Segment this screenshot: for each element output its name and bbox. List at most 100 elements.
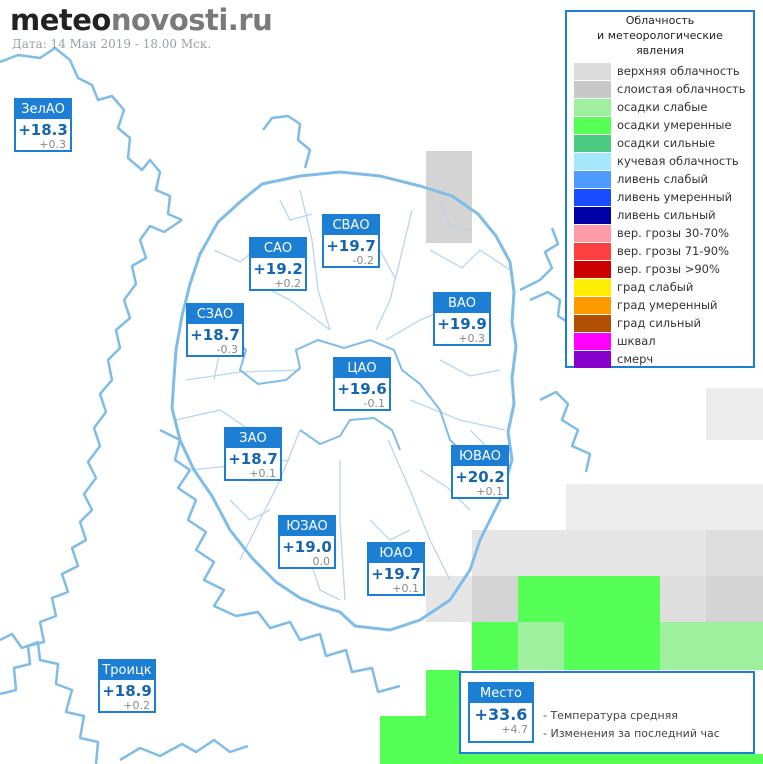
district-temperature: +18.7	[190, 326, 240, 344]
district-badge-yuvao[interactable]: ЮВАО +20.2 +0.1	[451, 445, 509, 499]
district-temperature: +19.0	[282, 538, 332, 556]
district-temperature: +20.2	[455, 468, 505, 486]
district-name: ЮАО	[369, 544, 423, 563]
district-name: ЦАО	[335, 359, 389, 378]
weather-cells	[380, 151, 763, 764]
district-name: ЗелАО	[16, 100, 70, 119]
legend-swatch	[574, 170, 611, 188]
district-name: ЮВАО	[453, 447, 507, 466]
legend-label: град сильный	[617, 316, 701, 330]
legend-swatch	[574, 188, 611, 206]
district-name: САО	[251, 239, 305, 258]
legend-item: слоистая облачность	[567, 80, 753, 98]
legend-swatch	[574, 206, 611, 224]
legend-swatch	[574, 350, 611, 368]
legend-swatch	[574, 278, 611, 296]
district-temperature-change: +0.2	[123, 699, 150, 712]
legend-item: вер. грозы 71-90%	[567, 242, 753, 260]
district-badge-zao[interactable]: ЗАО +18.7 +0.1	[224, 427, 282, 481]
district-badge-vao[interactable]: ВАО +19.9 +0.3	[433, 292, 491, 346]
legend-label: ливень сильный	[617, 208, 716, 222]
district-badge-sao[interactable]: САО +19.2 +0.2	[249, 237, 307, 291]
district-badge-cao[interactable]: ЦАО +19.6 -0.1	[333, 357, 391, 411]
hint-badge-name: Место	[470, 684, 532, 703]
legend-swatch	[574, 134, 611, 152]
district-name: ВАО	[435, 294, 489, 313]
legend-item: ливень сильный	[567, 206, 753, 224]
district-temperature: +18.3	[18, 121, 68, 139]
legend-swatch	[574, 80, 611, 98]
legend-item: град слабый	[567, 278, 753, 296]
district-name: ЮЗАО	[280, 517, 334, 536]
legend-item: осадки слабые	[567, 98, 753, 116]
outer-boundary	[0, 46, 592, 764]
district-name: СВАО	[324, 216, 378, 235]
legend-swatch	[574, 98, 611, 116]
legend-label: верхняя облачность	[617, 64, 740, 78]
district-temperature: +19.2	[253, 260, 303, 278]
legend-swatch	[574, 242, 611, 260]
district-badge-szao[interactable]: СЗАО +18.7 -0.3	[186, 303, 244, 357]
legend-label: ливень умеренный	[617, 190, 733, 204]
hint-panel: Место +33.6 +4.7 - Температура средняя -…	[459, 671, 755, 754]
legend-title-line2: и метеорологические	[597, 29, 723, 42]
district-name: Троицк	[100, 661, 154, 680]
district-badge-yuao[interactable]: ЮАО +19.7 +0.1	[367, 542, 425, 596]
hint-badge-temperature: +33.6	[474, 705, 528, 724]
district-badge-troitsk[interactable]: Троицк +18.9 +0.2	[98, 659, 156, 713]
map-date: Дата: 14 Мая 2019 - 18.00 Мск.	[12, 37, 212, 51]
district-temperature-change: -0.2	[352, 254, 374, 267]
legend-label: вер. грозы 30-70%	[617, 226, 730, 240]
legend-swatch	[574, 332, 611, 350]
hint-change-label: - Изменения за последний час	[543, 727, 720, 740]
district-temperature-change: +0.1	[392, 582, 419, 595]
legend-item: вер. грозы >90%	[567, 260, 753, 278]
city-boundary	[170, 170, 518, 632]
legend-label: град слабый	[617, 280, 694, 294]
legend-swatch	[574, 260, 611, 278]
legend-title-line3: явления	[636, 44, 684, 57]
district-temperature-change: -0.1	[363, 397, 385, 410]
legend-label: град умеренный	[617, 298, 718, 312]
legend-label: осадки слабые	[617, 100, 708, 114]
legend-label: вер. грозы >90%	[617, 262, 720, 276]
district-name: ЗАО	[226, 429, 280, 448]
legend-item: ливень слабый	[567, 170, 753, 188]
legend-item: кучевая облачность	[567, 152, 753, 170]
river-loop	[299, 416, 401, 451]
legend-item: шквал	[567, 332, 753, 350]
district-temperature: +19.6	[337, 380, 387, 398]
legend-item: осадки сильные	[567, 134, 753, 152]
district-badge-yuzao[interactable]: ЮЗАО +19.0 0.0	[278, 515, 336, 569]
district-temperature: +18.9	[102, 682, 152, 700]
district-temperature-change: +0.3	[458, 332, 485, 345]
river	[185, 331, 507, 481]
legend-item: вер. грозы 30-70%	[567, 224, 753, 242]
legend-label: ливень слабый	[617, 172, 708, 186]
legend-item: град сильный	[567, 314, 753, 332]
legend-label: осадки умеренные	[617, 118, 732, 132]
district-badge-zelao[interactable]: ЗелАО +18.3 +0.3	[14, 98, 72, 152]
district-name: СЗАО	[188, 305, 242, 324]
legend-swatch	[574, 296, 611, 314]
legend-label: кучевая облачность	[617, 154, 739, 168]
district-badge-svao[interactable]: СВАО +19.7 -0.2	[322, 214, 380, 268]
legend-swatch	[574, 116, 611, 134]
legend-item: град умеренный	[567, 296, 753, 314]
legend-swatch	[574, 224, 611, 242]
district-temperature-change: +0.1	[249, 467, 276, 480]
hint-badge-example: Место +33.6 +4.7	[468, 682, 534, 743]
district-temperature-change: +0.1	[476, 485, 503, 498]
hint-badge-change: +4.7	[501, 723, 528, 736]
hint-temperature-label: - Температура средняя	[543, 709, 678, 722]
legend-items: верхняя облачность слоистая облачность о…	[567, 62, 753, 368]
district-temperature: +19.7	[326, 237, 376, 255]
legend-item: осадки умеренные	[567, 116, 753, 134]
site-logo[interactable]: meteonovosti.ru	[10, 3, 273, 37]
district-temperature-change: +0.2	[274, 277, 301, 290]
legend-swatch	[574, 62, 611, 80]
legend-panel: Облачность и метеорологические явления в…	[565, 10, 755, 368]
district-temperature-change: -0.3	[216, 343, 238, 356]
legend-label: слоистая облачность	[617, 82, 746, 96]
